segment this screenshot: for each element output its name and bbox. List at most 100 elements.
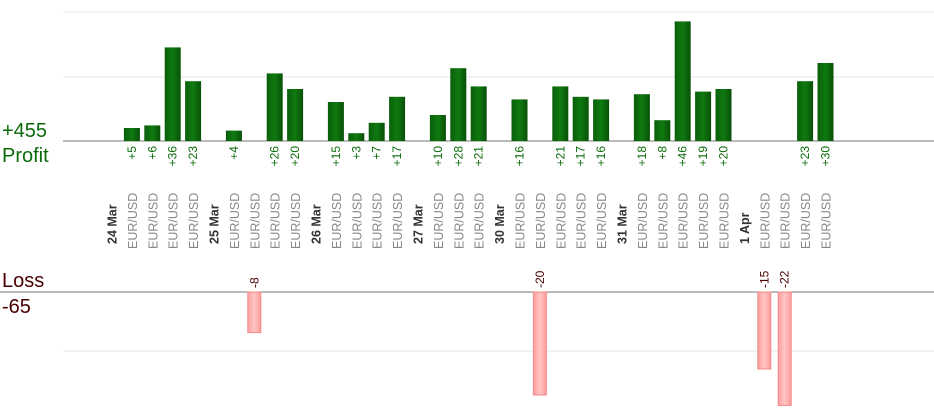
pair-label: EUR/USD: [187, 193, 201, 249]
profit-bar: [797, 81, 814, 141]
profit-bar: [185, 81, 202, 141]
profit-value-label: +30: [819, 146, 833, 167]
profit-bar: [266, 73, 283, 141]
profit-bar: [715, 89, 732, 141]
profit-bar: [123, 128, 140, 141]
profit-value-label: +7: [370, 146, 384, 160]
pair-label: EUR/USD: [330, 193, 344, 249]
pair-label: EUR/USD: [126, 193, 140, 249]
pair-label: EUR/USD: [248, 193, 262, 249]
profit-bar: [817, 63, 834, 141]
loss-value-label: -8: [247, 277, 261, 288]
profit-value-label: +20: [288, 146, 302, 167]
zero-axes: [0, 140, 934, 293]
profit-value-label: +19: [696, 146, 710, 167]
loss-value-label: -20: [533, 270, 547, 288]
profit-bar: [287, 89, 304, 141]
profit-bar: [164, 47, 181, 141]
profit-value-label: +20: [717, 146, 731, 167]
profit-bar: [368, 122, 385, 141]
date-label: 25 Mar: [208, 204, 222, 244]
profit-value-label: +21: [472, 146, 486, 167]
grid-lines: [63, 11, 934, 352]
pair-label: EUR/USD: [146, 193, 160, 249]
date-label: 30 Mar: [493, 204, 507, 244]
loss-total: -65: [2, 296, 31, 318]
profit-bar: [389, 96, 406, 141]
pair-label: EUR/USD: [452, 193, 466, 249]
pair-label: EUR/USD: [656, 193, 670, 249]
pair-label: EUR/USD: [514, 193, 528, 249]
profit-value-label: +23: [798, 146, 812, 167]
loss-bar: [532, 291, 547, 396]
profit-value-label: +17: [574, 146, 588, 167]
date-label: 27 Mar: [412, 204, 426, 244]
loss-bar: [777, 291, 792, 406]
profit-bar: [429, 115, 446, 141]
profit-value-label: +26: [268, 146, 282, 167]
profit-bar: [633, 94, 650, 141]
profit-bar: [348, 133, 365, 141]
pair-label: EUR/USD: [636, 193, 650, 249]
profit-value-label: +21: [553, 146, 567, 167]
profit-value-label: +36: [166, 146, 180, 167]
date-label: 26 Mar: [310, 204, 324, 244]
pair-label: EUR/USD: [697, 193, 711, 249]
profit-bar: [450, 68, 467, 141]
profit-value-label: +6: [145, 146, 159, 160]
pair-label: EUR/USD: [554, 193, 568, 249]
pair-label: EUR/USD: [575, 193, 589, 249]
profit-bar: [144, 125, 161, 141]
profit-value-label: +10: [431, 146, 445, 167]
pair-label: EUR/USD: [371, 193, 385, 249]
profit-total: +455: [2, 120, 48, 142]
profit-value-label: +28: [451, 146, 465, 167]
pair-label: EUR/USD: [758, 193, 772, 249]
pair-label: EUR/USD: [473, 193, 487, 249]
loss-bar: [247, 291, 262, 334]
bars: [123, 21, 834, 406]
loss-bar: [757, 291, 772, 370]
profit-value-label: +4: [227, 146, 241, 160]
loss-value-label: -15: [757, 270, 771, 288]
profit-value-label: +17: [390, 146, 404, 167]
pair-label: EUR/USD: [718, 193, 732, 249]
date-label: 24 Mar: [106, 204, 120, 244]
profit-bar: [593, 99, 610, 141]
profit-value-label: +15: [329, 146, 343, 167]
loss-value-label: -22: [778, 270, 792, 288]
profit-value-label: +16: [594, 146, 608, 167]
profit-bar: [552, 86, 569, 141]
pair-label: EUR/USD: [269, 193, 283, 249]
profit-label: Profit: [2, 145, 49, 167]
profit-bar: [470, 86, 487, 141]
profit-bar: [572, 96, 589, 141]
pair-label: EUR/USD: [799, 193, 813, 249]
pair-label: EUR/USD: [595, 193, 609, 249]
pair-label: EUR/USD: [432, 193, 446, 249]
profit-value-label: +8: [655, 146, 669, 160]
profit-value-label: +16: [513, 146, 527, 167]
pair-label: EUR/USD: [820, 193, 834, 249]
loss-label: Loss: [2, 270, 45, 292]
pair-label: EUR/USD: [534, 193, 548, 249]
profit-bar: [674, 21, 691, 141]
profit-bar: [225, 130, 242, 141]
profit-value-label: +18: [635, 146, 649, 167]
profit-value-label: +3: [349, 146, 363, 160]
pair-label: EUR/USD: [350, 193, 364, 249]
profit-bar: [327, 102, 344, 141]
date-label: 1 Apr: [738, 212, 752, 244]
pair-label: EUR/USD: [289, 193, 303, 249]
profit-value-label: +5: [125, 146, 139, 160]
date-label: 31 Mar: [616, 204, 630, 244]
pair-label: EUR/USD: [167, 193, 181, 249]
profit-bar: [511, 99, 528, 141]
pair-label: EUR/USD: [228, 193, 242, 249]
pair-label: EUR/USD: [677, 193, 691, 249]
profit-bar: [654, 120, 671, 141]
pair-label: EUR/USD: [391, 193, 405, 249]
labels: 24 Mar EUR/USD +5 EUR/USD +6 EUR/USD +36 EUR/US…: [106, 146, 834, 288]
profit-bar: [695, 91, 712, 141]
